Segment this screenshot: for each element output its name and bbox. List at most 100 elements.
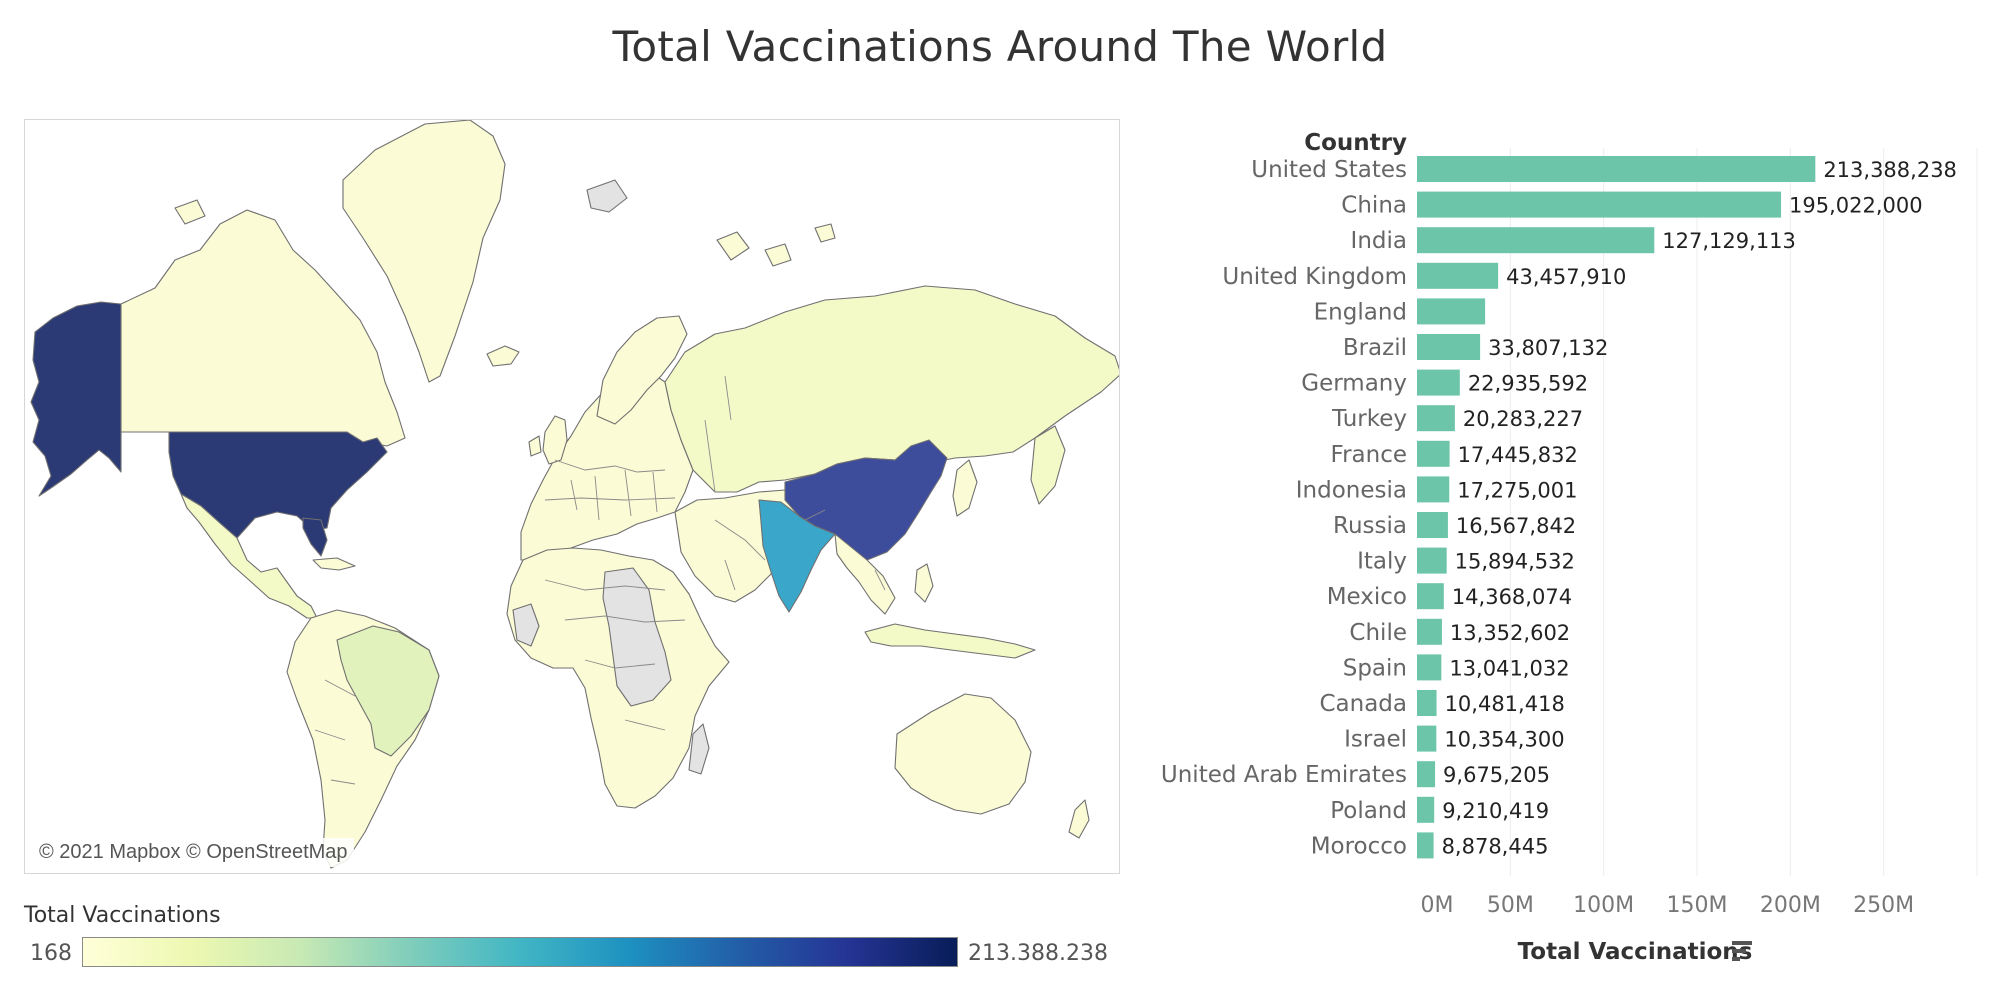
category-label: Chile <box>1349 620 1407 646</box>
category-label: Italy <box>1357 549 1407 575</box>
value-label: 33,807,132 <box>1488 336 1608 360</box>
bar-chart: Country United States 213,388,238 China 195… <box>1161 130 1978 965</box>
bar[interactable] <box>1417 156 1816 182</box>
value-label: 10,481,418 <box>1445 692 1565 716</box>
region-west-africa-no-data[interactable] <box>512 603 540 647</box>
category-label: France <box>1331 442 1407 468</box>
bar[interactable] <box>1417 796 1435 823</box>
region-new-zealand[interactable] <box>1068 799 1090 839</box>
x-tick-label: 250M <box>1853 893 1914 918</box>
value-label: 17,275,001 <box>1457 478 1577 502</box>
value-label: 9,675,205 <box>1443 763 1550 787</box>
category-label: Spain <box>1343 655 1407 681</box>
column-header: Country <box>1304 130 1407 156</box>
world-map[interactable]: © 2021 Mapbox © OpenStreetMap <box>24 119 1120 874</box>
category-label: Germany <box>1301 371 1407 397</box>
category-label: Indonesia <box>1296 477 1407 503</box>
value-label: 13,352,602 <box>1450 621 1570 645</box>
value-label: 43,457,910 <box>1506 265 1626 289</box>
value-label: 16,567,842 <box>1456 514 1576 538</box>
x-axis-ticks: 0M 50M 100M 150M 200M 250M <box>1421 893 1915 918</box>
map-canvas[interactable] <box>25 120 1120 874</box>
region-philippines[interactable] <box>914 563 934 603</box>
category-label: India <box>1351 228 1407 254</box>
bar[interactable] <box>1417 618 1442 645</box>
region-brazil[interactable] <box>336 625 440 757</box>
bar[interactable] <box>1417 547 1447 574</box>
bar[interactable] <box>1417 512 1448 538</box>
region-mexico[interactable] <box>180 493 318 619</box>
bar[interactable] <box>1417 476 1450 503</box>
bar[interactable] <box>1417 191 1782 218</box>
legend-min-label: 168 <box>30 941 72 966</box>
region-canada[interactable] <box>120 209 406 451</box>
bar[interactable] <box>1417 262 1499 289</box>
region-madagascar[interactable] <box>688 723 710 775</box>
bar[interactable] <box>1417 761 1436 788</box>
region-cuba[interactable] <box>312 557 356 571</box>
category-label: China <box>1341 193 1407 219</box>
region-japan[interactable] <box>952 459 978 517</box>
category-label: Brazil <box>1343 335 1407 361</box>
region-australia[interactable] <box>894 693 1032 815</box>
category-label: United States <box>1251 157 1407 183</box>
region-africa-no-data[interactable] <box>602 567 672 707</box>
value-label: 15,894,532 <box>1455 550 1575 574</box>
bar[interactable] <box>1417 369 1460 396</box>
value-label: 20,283,227 <box>1463 407 1583 431</box>
bar[interactable] <box>1417 832 1434 859</box>
bar[interactable] <box>1417 298 1486 325</box>
region-kamchatka[interactable] <box>1030 425 1066 505</box>
value-label: 14,368,074 <box>1452 585 1572 609</box>
sort-icon[interactable] <box>1732 941 1752 961</box>
region-southeast-asia[interactable] <box>834 533 896 615</box>
value-label: 17,445,832 <box>1458 443 1578 467</box>
region-iceland[interactable] <box>486 345 520 367</box>
grid-lines <box>1509 148 1978 876</box>
value-label: 9,210,419 <box>1442 799 1549 823</box>
value-label: 195,022,000 <box>1789 194 1923 218</box>
bar[interactable] <box>1417 654 1442 681</box>
region-scandinavia[interactable] <box>596 315 688 425</box>
region-greenland[interactable] <box>342 120 506 383</box>
x-tick-label: 0M <box>1421 893 1454 918</box>
category-label: Israel <box>1344 727 1407 753</box>
bar[interactable] <box>1417 227 1655 254</box>
category-label: United Kingdom <box>1222 264 1407 290</box>
category-label: Turkey <box>1331 406 1407 432</box>
category-label: United Arab Emirates <box>1161 762 1407 788</box>
value-label: 127,129,113 <box>1662 229 1796 253</box>
region-florida[interactable] <box>302 517 328 557</box>
map-borders <box>314 375 886 785</box>
x-tick-label: 150M <box>1667 893 1728 918</box>
region-alaska[interactable] <box>30 301 122 497</box>
legend-title: Total Vaccinations <box>24 903 221 928</box>
bar[interactable] <box>1417 583 1444 610</box>
bars-group: United States 213,388,238 China 195,022,000… <box>1161 156 1957 859</box>
region-arctic-islands[interactable] <box>174 199 836 267</box>
legend-color-ramp <box>82 937 958 967</box>
map-credit: © 2021 Mapbox © OpenStreetMap <box>33 838 354 867</box>
bar[interactable] <box>1417 440 1450 467</box>
x-axis-title: Total Vaccinations <box>1518 939 1753 965</box>
bar[interactable] <box>1417 690 1437 716</box>
region-indonesia[interactable] <box>864 623 1036 659</box>
value-label: 8,878,445 <box>1442 834 1549 858</box>
category-label: England <box>1314 299 1407 325</box>
category-label: Canada <box>1319 691 1407 717</box>
region-united-kingdom[interactable] <box>542 415 568 465</box>
bar[interactable] <box>1417 334 1481 360</box>
region-china[interactable] <box>784 439 948 561</box>
region-svalbard-no-data[interactable] <box>586 179 628 213</box>
bar[interactable] <box>1417 405 1455 432</box>
legend-max-label: 213.388.238 <box>968 941 1108 966</box>
x-tick-label: 50M <box>1487 893 1534 918</box>
value-label: 22,935,592 <box>1468 372 1588 396</box>
category-label: Mexico <box>1327 584 1407 610</box>
chart-title: Total Vaccinations Around The World <box>612 22 1388 71</box>
value-label: 13,041,032 <box>1449 656 1569 680</box>
region-ireland[interactable] <box>528 435 542 457</box>
x-tick-label: 100M <box>1573 893 1634 918</box>
x-tick-label: 200M <box>1760 893 1821 918</box>
bar[interactable] <box>1417 725 1437 752</box>
